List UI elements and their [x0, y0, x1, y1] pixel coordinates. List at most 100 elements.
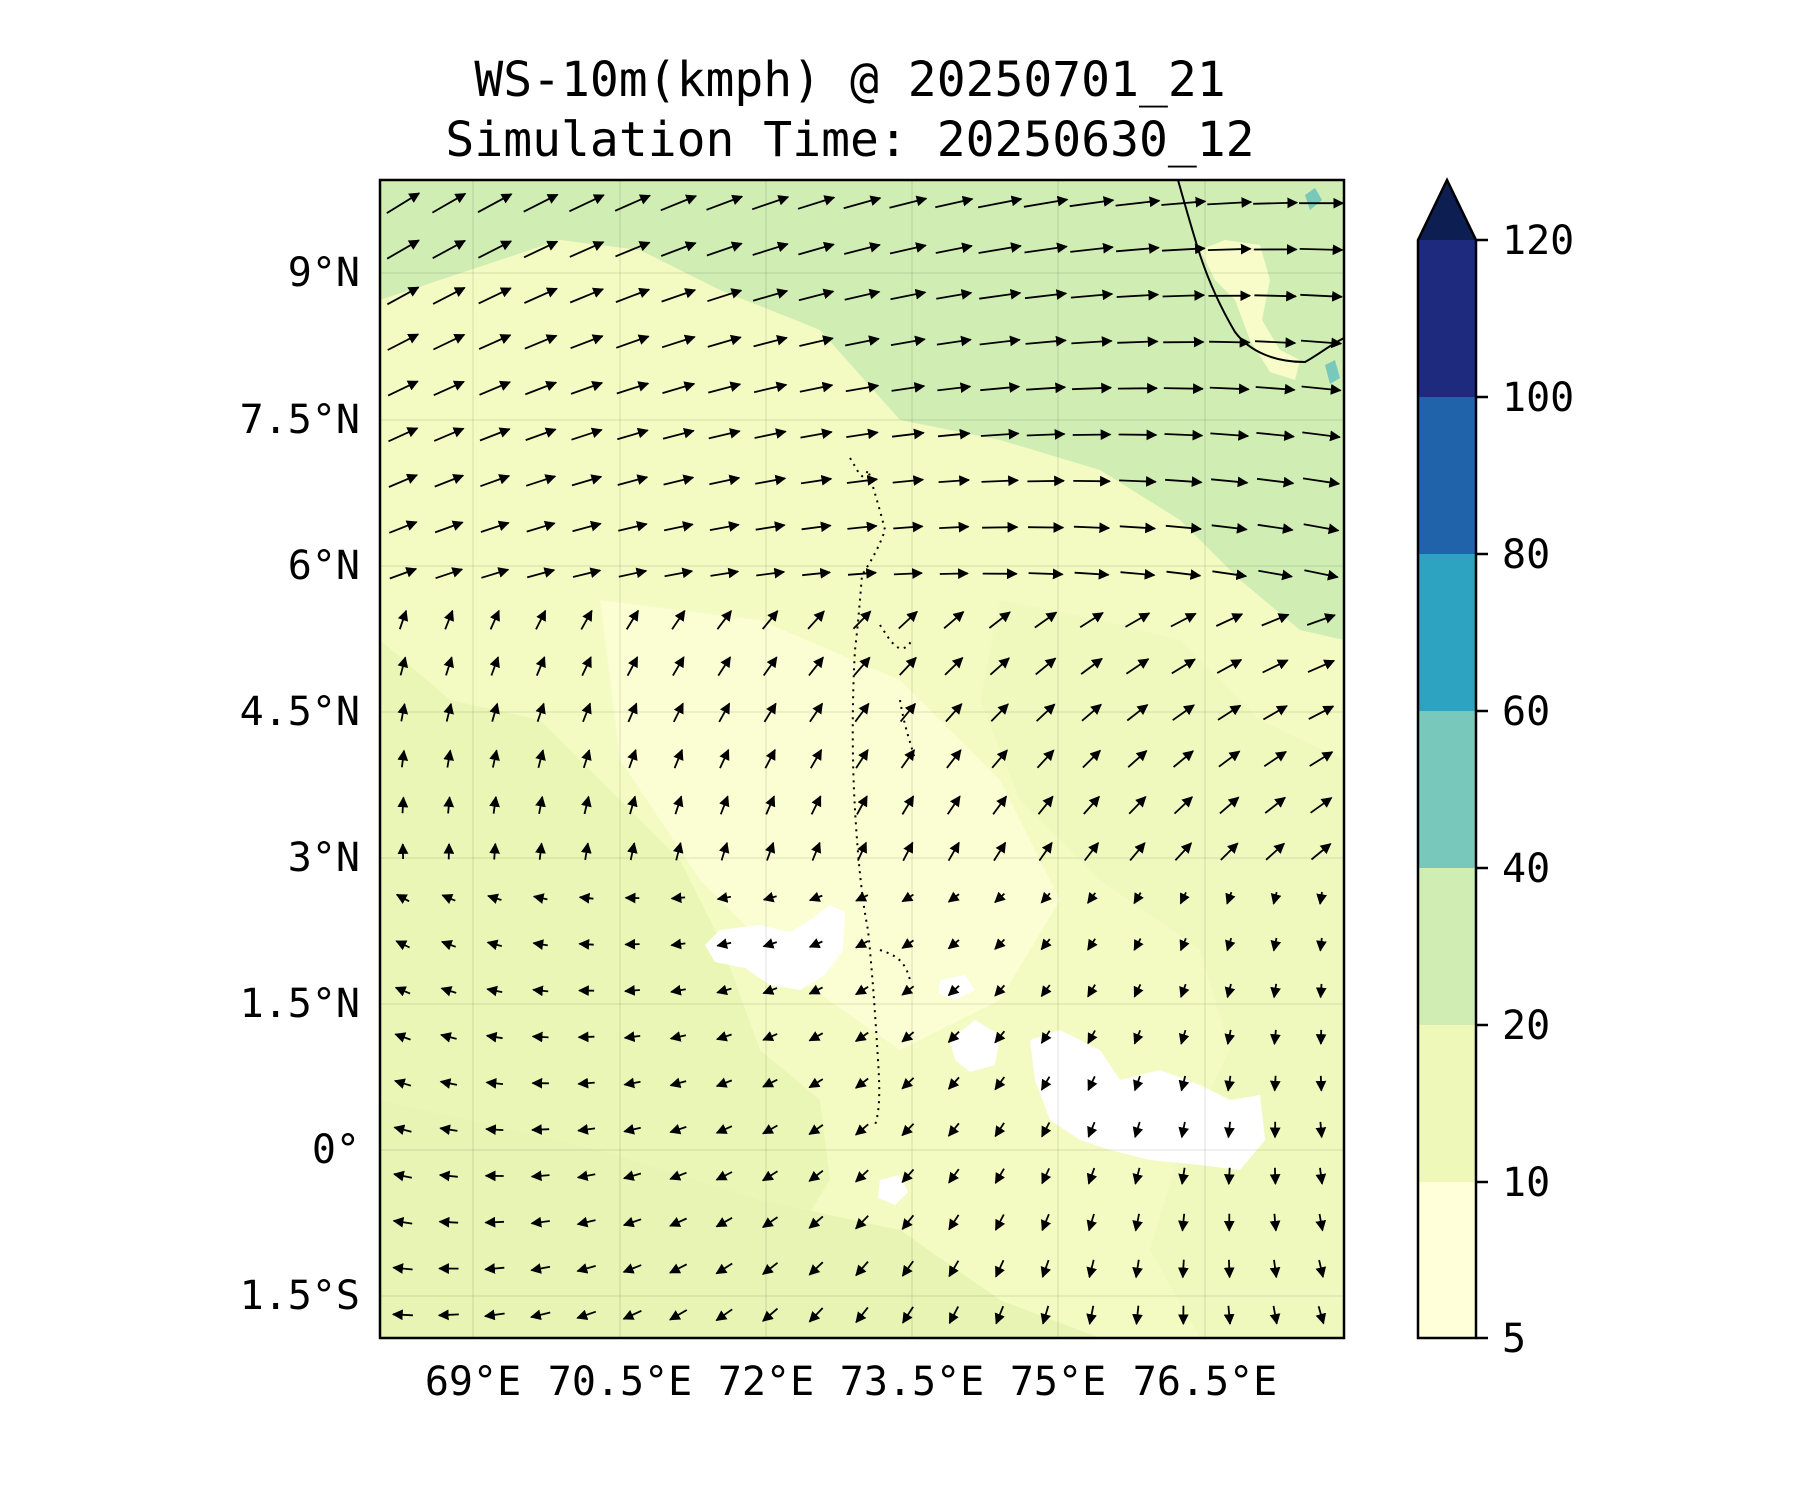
wind-arrow [893, 568, 923, 579]
wind-arrow [1302, 477, 1341, 488]
wind-arrow [438, 1216, 459, 1228]
wind-arrow [994, 1305, 1005, 1325]
wind-arrow [1115, 196, 1161, 208]
wind-arrow [670, 938, 686, 950]
wind-arrow [1086, 1213, 1097, 1232]
wind-arrow [397, 796, 409, 814]
wind-arrow [901, 1031, 915, 1043]
wind-arrow [1300, 337, 1343, 349]
wind-arrow [531, 1031, 549, 1043]
wind-arrow [437, 1309, 459, 1321]
wind-arrow [535, 609, 547, 630]
wind-arrow [1207, 243, 1252, 255]
wind-arrow [669, 1077, 687, 1089]
colorbar: 5 10 20 40 60 80 100 120 [1416, 177, 1574, 1362]
wind-arrow [577, 1031, 595, 1043]
wind-arrow [947, 1076, 960, 1090]
wind-arrow [1174, 842, 1193, 861]
colorbar-segment [1418, 554, 1476, 711]
wind-arrow [889, 195, 928, 209]
wind-arrow [395, 940, 410, 951]
wind-arrow [662, 427, 695, 440]
wind-arrow [1225, 891, 1236, 905]
wind-arrow [948, 1214, 960, 1231]
wind-arrow [799, 381, 834, 393]
wind-arrow [1026, 382, 1067, 394]
wind-arrow [1263, 750, 1287, 768]
wind-arrow [856, 795, 868, 815]
latitude-axis: 9°N 7.5°N 6°N 4.5°N 3°N 1.5°N 0° 1.5°S [240, 250, 360, 1319]
wind-arrow [1262, 705, 1288, 721]
wind-arrow [1125, 658, 1150, 675]
wind-arrow [661, 334, 696, 349]
wind-arrow [535, 795, 546, 814]
wind-arrow [715, 1262, 733, 1275]
wind-arrow [1178, 1167, 1189, 1185]
wind-arrow [1256, 430, 1295, 442]
wind-arrow [716, 610, 732, 630]
wind-arrow [478, 334, 512, 350]
wind-arrow [1070, 242, 1114, 254]
wind-arrow [994, 984, 1006, 997]
wind-arrow [901, 891, 914, 903]
wind-arrow [1265, 842, 1286, 861]
wind-arrow [662, 381, 696, 394]
lon-tick-label: 70.5°E [548, 1359, 693, 1405]
wind-arrow [1132, 1305, 1143, 1326]
wind-arrow [576, 1216, 596, 1228]
wind-arrow [707, 288, 743, 303]
wind-arrow [1165, 476, 1203, 488]
wind-arrow [764, 748, 776, 769]
wind-arrow [664, 567, 694, 579]
wind-arrow [1178, 1213, 1189, 1232]
wind-arrow [433, 427, 465, 442]
wind-arrow [1217, 704, 1242, 721]
wind-arrow [622, 1170, 642, 1181]
wind-arrow [1225, 937, 1236, 952]
wind-arrow [808, 984, 823, 995]
wind-arrow [899, 702, 916, 723]
wind-arrow [1034, 611, 1058, 629]
wind-arrow [523, 240, 559, 259]
lat-tick-label: 4.5°N [240, 689, 360, 735]
wind-arrow [479, 380, 511, 396]
wind-arrow [995, 1259, 1005, 1278]
wind-arrow [1256, 476, 1295, 488]
wind-arrow [1179, 937, 1190, 952]
wind-arrow [1310, 797, 1333, 814]
lon-tick-label: 75°E [1010, 1359, 1106, 1405]
wind-arrow [1087, 938, 1098, 951]
wind-arrow [1209, 336, 1251, 348]
colorbar-segment [1418, 1182, 1476, 1338]
wind-arrow [797, 195, 836, 210]
coastline-india [1177, 180, 1344, 364]
wind-arrow [1171, 658, 1196, 675]
wind-arrow [1165, 522, 1202, 534]
calm-patch [705, 905, 845, 990]
wind-arrow [1316, 891, 1327, 905]
wind-arrow [569, 287, 604, 304]
wind-arrow [578, 939, 594, 950]
wind-arrow [432, 239, 466, 259]
lon-tick-label: 69°E [425, 1359, 521, 1405]
wind-arrow [762, 1031, 778, 1042]
wind-arrow [847, 568, 878, 579]
wind-arrow [845, 381, 880, 393]
wind-arrow [852, 610, 872, 630]
colorbar-label: 80 [1502, 532, 1550, 578]
wind-arrow [627, 795, 638, 815]
wind-arrow [1024, 242, 1068, 254]
wind-arrow [988, 611, 1011, 629]
wind-arrow [485, 1124, 504, 1136]
wind-arrow [935, 195, 974, 209]
wind-arrow [943, 611, 965, 629]
colorbar-segment [1418, 397, 1476, 554]
wind-arrow [706, 194, 744, 211]
wind-arrow [530, 1170, 550, 1182]
wind-arrow [1177, 1259, 1189, 1279]
wind-arrow [855, 1215, 869, 1230]
wind-arrow [1024, 289, 1068, 300]
wind-arrow [710, 567, 740, 579]
wind-arrow [489, 702, 500, 722]
wind-arrow [948, 1306, 959, 1325]
